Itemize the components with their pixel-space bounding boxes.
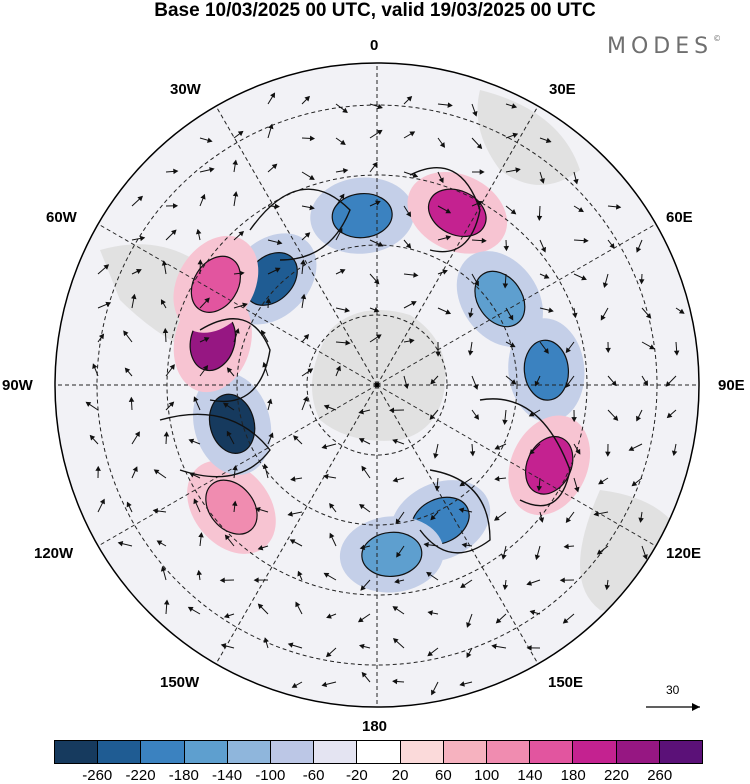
antarctica-land bbox=[312, 310, 446, 441]
lon-label-120w: 120W bbox=[34, 546, 73, 561]
colorbar-swatch bbox=[573, 741, 616, 763]
colorbar-swatch bbox=[401, 741, 444, 763]
colorbar-tick-label: -60 bbox=[303, 767, 325, 784]
colorbar-tick-label: -100 bbox=[255, 767, 285, 784]
colorbar-swatch bbox=[141, 741, 184, 763]
colorbar bbox=[54, 740, 703, 764]
lon-label-30e: 30E bbox=[549, 82, 576, 97]
colorbar-tick-label: -220 bbox=[126, 767, 156, 784]
colorbar-swatch bbox=[55, 741, 98, 763]
colorbar-swatch bbox=[660, 741, 702, 763]
south-pole-marker bbox=[375, 383, 380, 388]
colorbar-swatch bbox=[98, 741, 141, 763]
lon-label-60e: 60E bbox=[666, 210, 693, 225]
map-disk bbox=[40, 50, 720, 730]
lon-label-90w: 90W bbox=[2, 378, 33, 393]
colorbar-swatch bbox=[271, 741, 314, 763]
colorbar-swatch bbox=[357, 741, 400, 763]
colorbar-tick-label: 260 bbox=[647, 767, 672, 784]
lon-label-60w: 60W bbox=[46, 210, 77, 225]
reference-vector bbox=[646, 703, 700, 711]
colorbar-tick-label: 220 bbox=[604, 767, 629, 784]
colorbar-swatch bbox=[617, 741, 660, 763]
colorbar-swatch bbox=[185, 741, 228, 763]
colorbar-swatch bbox=[228, 741, 271, 763]
colorbar-swatch bbox=[314, 741, 357, 763]
colorbar-tick-label: -260 bbox=[82, 767, 112, 784]
reference-arrow-head bbox=[692, 703, 700, 711]
colorbar-ticks: -260 -220 -180 -140 -100 -60 -20 20 60 100 140 180 2… bbox=[0, 767, 750, 783]
colorbar-tick-label: -180 bbox=[169, 767, 199, 784]
lon-label-150w: 150W bbox=[160, 675, 199, 690]
colorbar-tick-label: 140 bbox=[517, 767, 542, 784]
lon-label-120e: 120E bbox=[666, 546, 701, 561]
colorbar-swatch bbox=[444, 741, 487, 763]
colorbar-tick-label: 100 bbox=[474, 767, 499, 784]
colorbar-tick-label: 60 bbox=[435, 767, 452, 784]
reference-vector-label: 30 bbox=[666, 683, 679, 697]
lon-label-90e: 90E bbox=[718, 378, 745, 393]
colorbar-tick-label: -20 bbox=[346, 767, 368, 784]
colorbar-swatch bbox=[487, 741, 530, 763]
lon-label-180: 180 bbox=[362, 719, 387, 734]
colorbar-tick-label: -140 bbox=[212, 767, 242, 784]
colorbar-swatch bbox=[530, 741, 573, 763]
lon-label-0: 0 bbox=[370, 38, 378, 53]
lon-label-30w: 30W bbox=[170, 82, 201, 97]
colorbar-tick-label: 180 bbox=[561, 767, 586, 784]
colorbar-tick-label: 20 bbox=[392, 767, 409, 784]
lon-label-150e: 150E bbox=[548, 675, 583, 690]
